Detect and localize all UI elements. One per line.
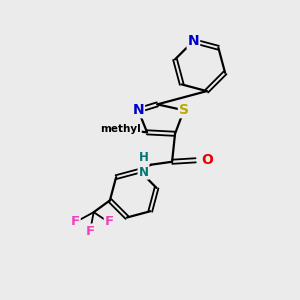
Text: F: F: [105, 214, 114, 227]
Text: N: N: [132, 103, 144, 117]
Text: F: F: [70, 214, 80, 227]
Text: F: F: [86, 224, 95, 238]
Text: H
N: H N: [139, 151, 148, 179]
Text: O: O: [201, 153, 213, 167]
Text: N: N: [188, 34, 199, 48]
Text: S: S: [179, 103, 189, 117]
Text: methyl: methyl: [100, 124, 141, 134]
